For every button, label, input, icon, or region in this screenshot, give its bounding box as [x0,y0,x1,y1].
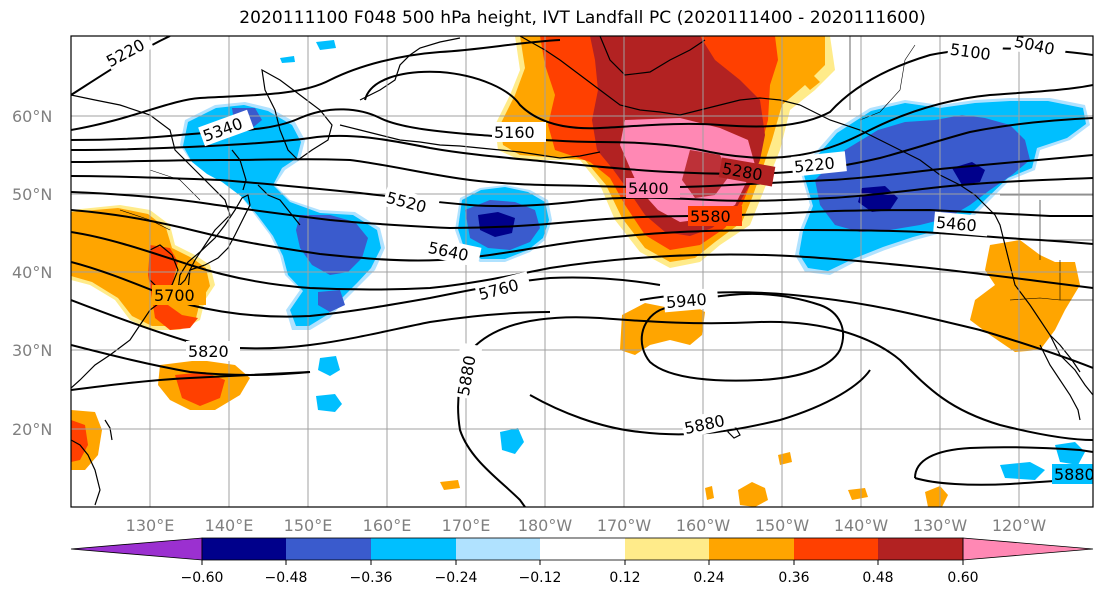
lon-label: 150°W [755,516,810,535]
shade-blue-blob-7 [280,56,295,63]
figure-title: 2020111100 F048 500 hPa height, IVT Land… [239,8,926,28]
lon-label: 140°W [834,516,889,535]
shade-blue-blob-4 [1000,462,1045,480]
colorbar-tick-label: −0.24 [435,570,478,586]
shade-japan-red [148,245,198,330]
shade-nam-orange [970,240,1080,352]
contour-label: 5700 [154,286,195,305]
longitude-labels: 130°E 140°E 150°E 160°E 170°E 180°W 170°… [126,516,1047,535]
contour-label: 5940 [665,290,707,312]
shade-nwp-strong-3 [318,290,345,312]
colorbar-tick-label: 0.12 [609,570,640,586]
lon-label: 170°E [442,516,491,535]
latitude-labels: 60°N 50°N 40°N 30°N 20°N [12,107,52,439]
colorbar: −0.60 −0.48 −0.36 −0.24 −0.12 0.12 0.24 … [70,537,1094,586]
colorbar-tick-label: 0.36 [778,570,809,586]
contour-label: 5460 [935,213,977,235]
colorbar-tick-label: 0.60 [947,570,978,586]
colorbar-segment [709,538,794,560]
contour-label: 5580 [690,207,731,226]
colorbar-tick-label: 0.24 [693,570,724,586]
lon-label: 150°E [284,516,333,535]
colorbar-segment [540,538,625,560]
colorbar-segment [625,538,709,560]
colorbar-tick-label: 0.48 [862,570,893,586]
shade-blob-7 [800,74,820,90]
lat-label: 20°N [12,420,52,439]
gridlines [71,36,1093,507]
shade-blob-2 [925,486,948,507]
colorbar-segment [878,538,963,560]
colorbar-tick-label: −0.36 [350,570,393,586]
plot-frame [70,35,1094,508]
shade-blue-blob-1 [316,394,342,412]
lon-label: 170°W [597,516,652,535]
lat-label: 40°N [12,263,52,282]
shade-blob-1 [738,482,768,507]
lon-label: 140°E [205,516,254,535]
lon-label: 130°W [913,516,968,535]
lon-label: 180°W [518,516,573,535]
colorbar-tick-label: −0.60 [181,570,224,586]
contour-label: 5880 [1054,465,1095,484]
shade-blue-blob-3 [500,428,524,454]
shade-blue-blob-5 [1055,442,1085,465]
colorbar-segment [371,538,456,560]
colorbar-segment [456,538,540,560]
lon-label: 120°W [992,516,1047,535]
shade-sw-red [71,420,88,462]
shade-s-asia-red [175,372,225,406]
colorbar-segment [202,538,286,560]
colorbar-tick-label: −0.12 [519,570,562,586]
lat-label: 50°N [12,185,52,204]
shade-blue-blob-2 [318,356,340,376]
contour-label: 5220 [793,153,835,176]
lat-label: 30°N [12,341,52,360]
shade-blob-4 [440,480,460,490]
shade-blob-6 [705,486,714,500]
contour-label: 5160 [494,123,535,142]
contour-label: 5400 [628,179,669,198]
colorbar-extend-low [70,537,203,561]
lon-label: 160°W [676,516,731,535]
shade-blue-blob-6 [316,40,336,50]
shade-blob-3 [848,488,868,500]
lat-label: 60°N [12,107,52,126]
colorbar-segment [794,538,878,560]
lon-label: 130°E [126,516,175,535]
shade-nwp-strong [296,215,368,275]
contour-label: 5820 [188,342,229,361]
borders [119,36,1093,301]
shade-cp-max [478,212,515,237]
colorbar-segment [286,538,371,560]
colorbar-extend-high [962,537,1094,561]
colorbar-tick-label: −0.48 [265,570,308,586]
lon-label: 160°E [363,516,412,535]
